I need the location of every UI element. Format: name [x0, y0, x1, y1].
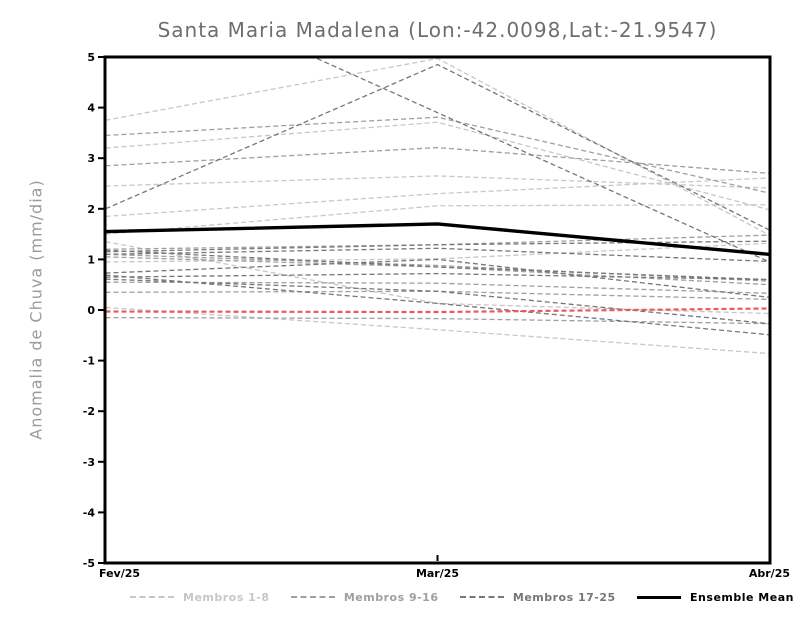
y-tick-label: 1 [87, 253, 95, 266]
ensemble-mean-line [106, 222, 769, 257]
legend-label: Ensemble Mean [690, 590, 794, 604]
member-line-group3 [106, 249, 769, 281]
y-tick-label: 5 [87, 51, 95, 64]
dashed-line-swatch-icon [290, 596, 335, 598]
member-line-group1 [106, 121, 769, 211]
member-line-group3 [106, 258, 769, 298]
member-line-group1 [106, 306, 769, 355]
member-line-group1 [106, 177, 769, 218]
member-line-group3 [106, 272, 769, 281]
legend-label: Membros 17-25 [512, 590, 616, 604]
member-line-group1 [106, 175, 769, 189]
member-line-group3 [106, 247, 769, 263]
y-tick-label: -3 [83, 456, 95, 469]
x-tick-label: Mar/25 [416, 567, 459, 580]
member-line-group1 [106, 241, 769, 315]
member-line-group3 [106, 240, 769, 253]
legend-item-membros-9-16: Membros 9-16 [290, 590, 439, 604]
y-tick-label: 3 [87, 152, 95, 165]
legend-item-membros-17-25: Membros 17-25 [459, 590, 616, 604]
legend-item-ensemble-mean: Ensemble Mean [637, 591, 794, 604]
y-tick-label: 0 [87, 304, 95, 317]
member-line-group3 [106, 274, 769, 336]
y-tick-label: -1 [83, 355, 95, 368]
member-line-group3 [106, 63, 769, 231]
member-line-group2 [106, 316, 769, 325]
legend-label: Membros 9-16 [343, 590, 439, 604]
x-tick-label: Abr/25 [749, 567, 790, 580]
dashed-line-swatch-icon [130, 596, 174, 598]
dashed-line-swatch-icon [459, 596, 504, 598]
x-tick-label: Fev/25 [99, 567, 140, 580]
member-line-group2 [106, 116, 769, 194]
member-line-group1 [106, 58, 769, 236]
legend: Membros 1-8 Membros 9-16 Membros 17-25 E… [130, 589, 794, 605]
y-tick-label: -5 [83, 557, 95, 570]
chart-title: Santa Maria Madalena (Lon:-42.0098,Lat:-… [157, 18, 718, 42]
member-line-group2 [106, 146, 769, 174]
member-line-group3 [314, 58, 769, 263]
y-tick-label: 2 [87, 203, 95, 216]
solid-line-swatch-icon [637, 595, 682, 599]
y-tick-label: -2 [83, 405, 95, 418]
member-line-group1 [106, 204, 769, 235]
y-tick-label: -4 [83, 506, 96, 519]
zero-anomaly-line [106, 307, 769, 314]
member-line-group2 [106, 281, 769, 294]
y-tick-label: 4 [87, 102, 95, 115]
axis-frame [103, 55, 772, 565]
legend-item-membros-1-8: Membros 1-8 [130, 591, 269, 604]
legend-label: Membros 1-8 [183, 590, 270, 604]
member-line-group2 [106, 290, 769, 301]
member-line-group3 [106, 278, 769, 325]
